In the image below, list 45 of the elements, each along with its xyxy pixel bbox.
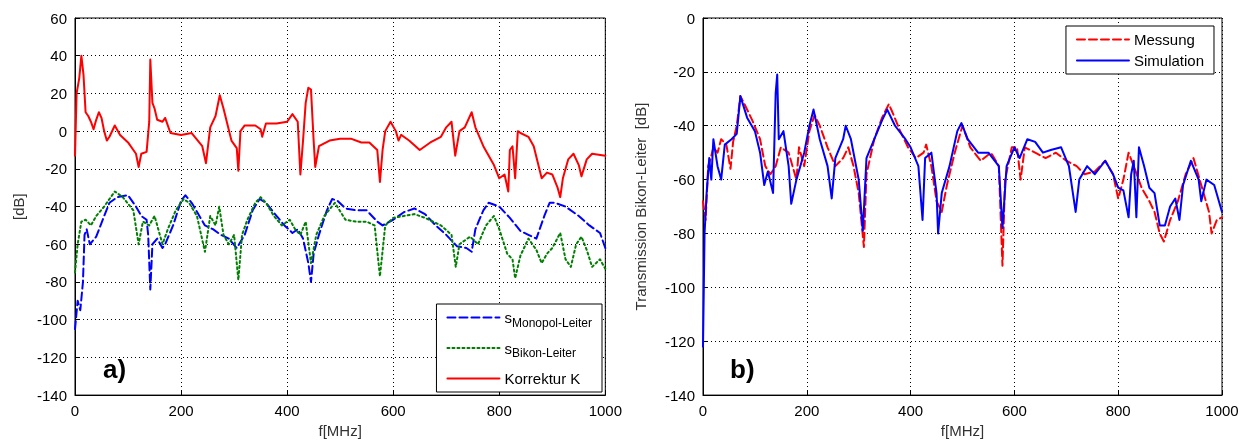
- y-tick-label: 40: [50, 47, 67, 65]
- y-tick-label: -40: [673, 117, 695, 135]
- line-series: [74, 194, 607, 331]
- line-series: [702, 73, 1223, 348]
- y-tick-label: 60: [50, 9, 67, 27]
- x-tick-label: 0: [698, 402, 708, 420]
- x-tick-label: 400: [898, 402, 924, 420]
- y-tick-label: -80: [673, 224, 695, 242]
- x-tick-label: 800: [1105, 402, 1131, 420]
- y-tick-label: -100: [664, 278, 695, 296]
- y-tick-label: -140: [36, 386, 67, 404]
- y-tick-label: -60: [673, 171, 695, 189]
- y-tick-label: 0: [686, 9, 695, 27]
- y-tick-label: -40: [45, 198, 67, 216]
- legend-label: Simulation: [1133, 52, 1205, 69]
- y-tick-label: -80: [45, 273, 67, 291]
- y-tick-label: -120: [664, 332, 695, 350]
- x-axis-title: f[MHz]: [940, 422, 985, 439]
- legend-label: Messung: [1133, 31, 1195, 48]
- annotation: a): [103, 354, 127, 384]
- x-tick-label: 200: [168, 402, 194, 420]
- y-tick-label: 20: [50, 84, 67, 102]
- line-series: [74, 54, 607, 199]
- y-tick-label: -100: [36, 311, 67, 329]
- line-series: [702, 95, 1223, 267]
- y-tick-label: -60: [45, 235, 67, 253]
- x-tick-label: 800: [486, 402, 512, 420]
- y-tick-label: -20: [673, 63, 695, 81]
- x-axis-title: f[MHz]: [318, 422, 362, 439]
- x-tick-label: 600: [1001, 402, 1027, 420]
- x-tick-label: 400: [274, 402, 300, 420]
- y-tick-label: -140: [664, 386, 695, 404]
- y-tick-label: -120: [36, 348, 67, 366]
- x-tick-label: 1000: [1205, 402, 1239, 420]
- x-tick-label: 200: [794, 402, 820, 420]
- y-axis-title: Transmission Bikon-Leiter [dB]: [632, 102, 649, 311]
- x-tick-label: 600: [380, 402, 406, 420]
- legend-label: Korrektur K: [504, 370, 581, 387]
- annotation: b): [730, 354, 755, 384]
- y-tick-label: 0: [58, 122, 67, 140]
- line-series: [74, 190, 607, 282]
- x-tick-label: 1000: [588, 402, 622, 420]
- x-tick-label: 0: [70, 402, 80, 420]
- y-tick-label: -20: [45, 160, 67, 178]
- y-axis-title: [dB]: [10, 193, 28, 220]
